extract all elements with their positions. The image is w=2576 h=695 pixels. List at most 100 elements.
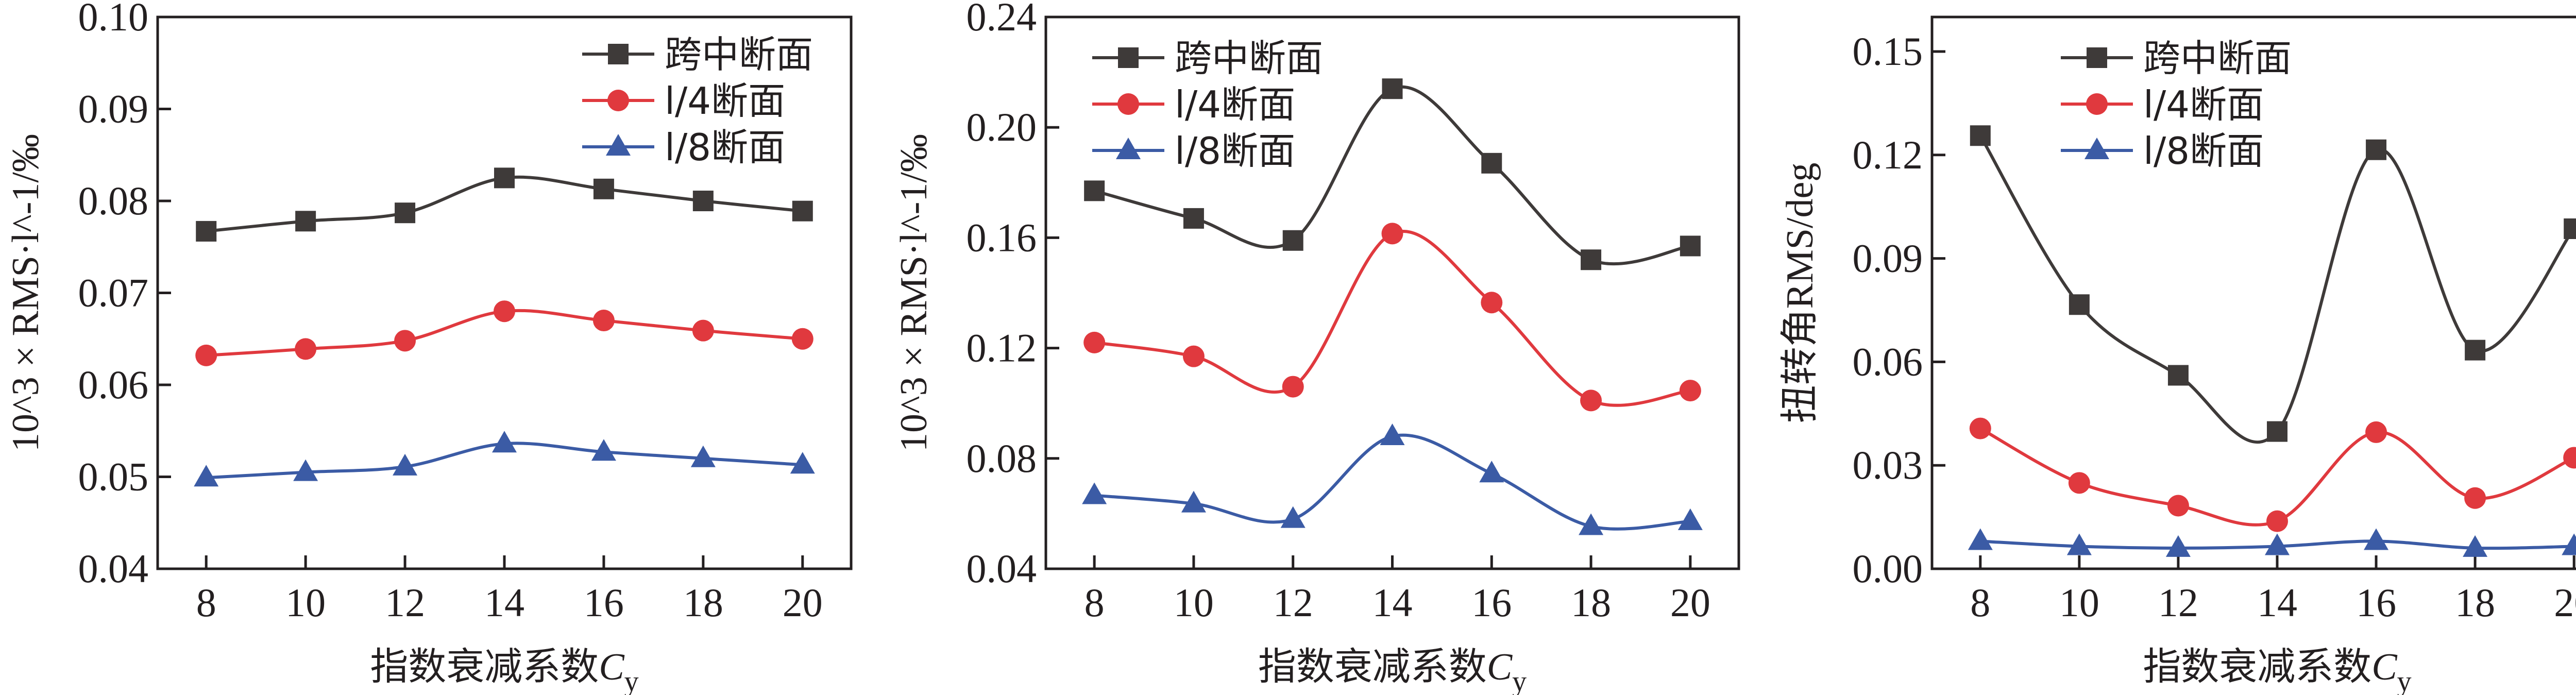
data-point xyxy=(394,330,416,352)
data-point xyxy=(1084,180,1105,201)
x-tick-label: 20 xyxy=(783,580,823,625)
data-point xyxy=(1280,506,1306,528)
x-tick-label: 14 xyxy=(1372,580,1413,625)
x-tick-label: 14 xyxy=(2257,580,2297,625)
data-point xyxy=(1282,376,1304,398)
data-point xyxy=(1282,230,1303,251)
data-point xyxy=(295,211,316,232)
data-point xyxy=(2562,533,2576,555)
series-1 xyxy=(1084,78,1701,270)
legend-label: l/4断面 xyxy=(1175,83,1295,126)
data-point xyxy=(1579,513,1604,535)
legend-label: 跨中断面 xyxy=(2143,37,2292,80)
data-point xyxy=(692,319,714,342)
data-point xyxy=(2365,421,2387,443)
data-point xyxy=(1968,528,1993,550)
data-point xyxy=(1380,423,1405,445)
y-axis-label: 10^3 × RMS·l^-1/‰ xyxy=(5,134,47,452)
legend-label: l/8断面 xyxy=(2143,129,2264,173)
y-tick-label: 0.04 xyxy=(78,546,149,591)
data-point xyxy=(2366,139,2387,160)
data-point xyxy=(1581,249,1602,270)
x-tick-label: 8 xyxy=(1970,580,1990,625)
series-1 xyxy=(1970,125,2576,444)
x-tick-label: 8 xyxy=(1084,580,1105,625)
y-tick-label: 0.07 xyxy=(78,270,149,315)
x-tick-label: 10 xyxy=(2059,580,2099,625)
data-point xyxy=(2265,533,2290,555)
data-point xyxy=(494,300,515,323)
data-point xyxy=(1183,208,1204,229)
data-point xyxy=(692,191,714,211)
x-tick-label: 10 xyxy=(285,580,326,625)
y-tick-label: 0.04 xyxy=(967,546,1037,591)
legend-marker xyxy=(608,44,629,64)
x-tick-label: 12 xyxy=(2158,580,2198,625)
data-point xyxy=(2563,447,2576,469)
legend-entry: l/4断面 xyxy=(2061,83,2264,126)
x-tick-label: 16 xyxy=(1471,580,1512,625)
y-tick-label: 0.12 xyxy=(967,326,1037,370)
y-tick-label: 0.10 xyxy=(78,0,149,39)
data-point xyxy=(2364,528,2389,550)
data-point xyxy=(1181,490,1206,513)
chart-1: 0.04 0.05 0.06 0.07 0.08 0.09 0.10 8 10 12 14 16 18 2… xyxy=(5,0,853,695)
legend-entry: l/8断面 xyxy=(582,126,785,169)
data-point xyxy=(1969,417,1991,439)
y-tick-label: 0.15 xyxy=(1853,29,1923,74)
x-tick-label: 18 xyxy=(2455,580,2495,625)
data-point xyxy=(791,328,814,350)
x-tick-label: 14 xyxy=(484,580,524,625)
series-3 xyxy=(1968,528,2576,557)
chart-3: 0.00 0.03 0.06 0.09 0.12 0.15 8 10 12 14 16 18 20 指数衰… xyxy=(1779,15,2576,695)
data-point xyxy=(194,465,219,487)
data-point xyxy=(1182,345,1205,367)
legend-marker xyxy=(1116,138,1141,159)
x-axis-label-main: 指数衰减系数 xyxy=(2143,646,2371,688)
data-point xyxy=(690,445,716,467)
series-3 xyxy=(1082,423,1703,535)
data-point xyxy=(492,431,517,453)
y-tick-label: 0.09 xyxy=(78,87,149,131)
series-2 xyxy=(1969,417,2576,532)
legend-marker xyxy=(607,90,629,111)
legend-label: 跨中断面 xyxy=(1175,37,1323,80)
data-point xyxy=(1481,292,1503,314)
data-point xyxy=(2465,340,2486,361)
legend-entry: l/8断面 xyxy=(2061,129,2264,173)
data-point xyxy=(2463,535,2488,557)
series-line xyxy=(1094,433,1691,531)
x-tick-label: 20 xyxy=(2554,580,2576,625)
y-tick-label: 0.20 xyxy=(967,105,1037,149)
x-axis-label-sub: y xyxy=(2397,666,2412,695)
data-point xyxy=(1970,125,1991,146)
data-point xyxy=(393,453,418,476)
data-point xyxy=(2167,365,2189,386)
data-point xyxy=(2266,510,2288,532)
data-point xyxy=(1479,461,1504,483)
legend-marker xyxy=(606,134,631,156)
series-line xyxy=(1979,134,2575,444)
x-tick-label: 8 xyxy=(196,580,216,625)
data-point xyxy=(1679,380,1701,402)
data-point xyxy=(2165,535,2191,557)
legend-label: l/4断面 xyxy=(2143,83,2264,126)
legend-label: 跨中断面 xyxy=(665,33,813,76)
x-tick-label: 18 xyxy=(1571,580,1611,625)
x-axis-label: 指数衰减系数Cy xyxy=(1258,646,1527,695)
series-1 xyxy=(196,167,813,242)
y-tick-label: 0.06 xyxy=(1853,339,1923,384)
x-axis-label-main: 指数衰减系数 xyxy=(1258,646,1487,688)
x-axis-label-sub: y xyxy=(1512,666,1527,695)
x-tick-label: 20 xyxy=(1670,580,1710,625)
data-point xyxy=(592,310,615,332)
data-point xyxy=(2069,294,2090,315)
x-tick-label: 12 xyxy=(1273,580,1313,625)
legend-entry: 跨中断面 xyxy=(1092,37,1323,80)
x-axis-label-main: 指数衰减系数 xyxy=(370,646,599,688)
data-point xyxy=(395,202,416,224)
data-point xyxy=(2464,487,2486,509)
x-axis-label: 指数衰减系数Cy xyxy=(2143,646,2411,695)
x-tick-label: 16 xyxy=(2356,580,2396,625)
